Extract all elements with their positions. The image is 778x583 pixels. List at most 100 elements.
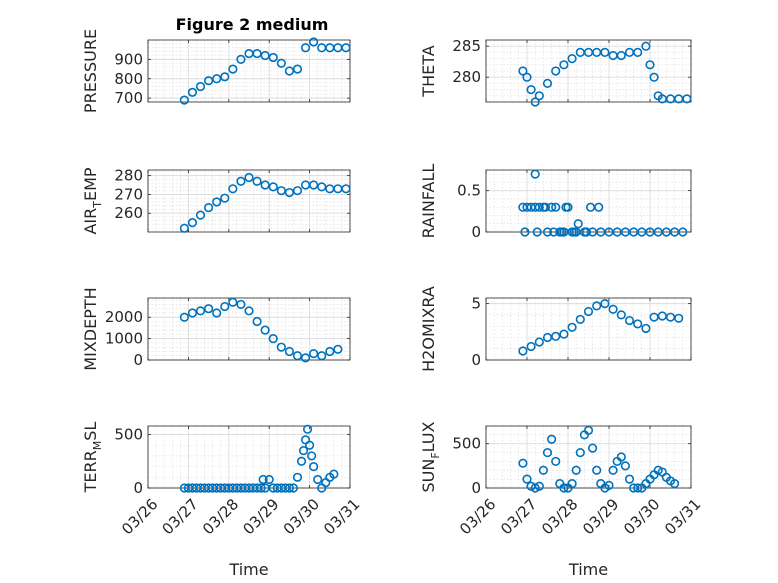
- y-tick-label: 0: [471, 479, 481, 497]
- y-tick-label: 0: [471, 351, 481, 369]
- data-point: [678, 227, 688, 237]
- y-tick-label: 280: [114, 167, 143, 185]
- data-point: [309, 37, 319, 47]
- data-point: [220, 72, 230, 82]
- y-axis-label: RAINFALL: [419, 164, 438, 239]
- data-point: [518, 346, 528, 356]
- data-point: [551, 456, 561, 467]
- data-point: [682, 94, 692, 104]
- y-axis-label: THETA: [419, 45, 438, 97]
- x-tick-label: 03/27: [497, 495, 540, 538]
- x-tick-label: 03/31: [320, 495, 363, 538]
- data-point: [300, 43, 311, 53]
- data-point: [284, 483, 295, 493]
- data-series: [518, 425, 680, 493]
- data-point: [518, 458, 528, 468]
- y-tick-label: 2000: [105, 308, 143, 326]
- data-point: [573, 219, 583, 229]
- data-point: [569, 227, 579, 237]
- data-point: [542, 227, 553, 237]
- x-axis-label: Time: [228, 560, 268, 579]
- data-point: [559, 483, 569, 493]
- y-tick-label: 900: [114, 50, 143, 68]
- data-point: [581, 227, 592, 237]
- plot-area: [486, 170, 691, 232]
- data-point: [288, 483, 299, 493]
- data-point: [268, 52, 278, 63]
- axes-box: [147, 39, 351, 103]
- plot-area: [148, 426, 350, 488]
- data-point: [252, 48, 262, 59]
- data-point: [268, 334, 278, 344]
- data-point: [284, 346, 295, 357]
- data-point: [530, 97, 540, 107]
- data-point: [600, 47, 610, 58]
- data-point: [228, 297, 238, 307]
- x-tick-label: 03/29: [239, 495, 282, 538]
- data-point: [616, 452, 626, 462]
- data-point: [212, 74, 222, 84]
- y-axis-label: H2OMIXRA: [419, 286, 438, 372]
- data-point: [620, 461, 631, 471]
- data-point: [252, 316, 262, 327]
- subplot-rainfall: 0 0.5 RAINFALL: [419, 164, 692, 241]
- data-point: [333, 344, 343, 354]
- data-point: [309, 348, 319, 359]
- data-point: [236, 299, 246, 310]
- data-point: [526, 84, 536, 95]
- data-point: [561, 202, 571, 212]
- data-point: [518, 66, 528, 76]
- y-tick-label: 1000: [105, 330, 143, 348]
- data-point: [534, 337, 544, 347]
- axes-box: [485, 39, 692, 103]
- data-point: [329, 469, 339, 479]
- data-point: [305, 440, 315, 450]
- x-tick-label: 03/28: [199, 495, 242, 538]
- data-point: [534, 202, 544, 212]
- data-point: [179, 223, 189, 233]
- x-axis-label: Time: [568, 560, 608, 579]
- data-point: [300, 353, 311, 363]
- data-series: [518, 41, 692, 107]
- data-series: [518, 299, 684, 356]
- data-point: [604, 480, 614, 490]
- data-point: [551, 202, 561, 212]
- data-point: [212, 197, 222, 207]
- data-point: [522, 72, 532, 82]
- data-point: [649, 72, 659, 82]
- data-point: [195, 306, 206, 316]
- data-point: [268, 182, 278, 192]
- data-point: [571, 465, 581, 475]
- y-tick-label: 0.5: [457, 182, 481, 200]
- data-point: [559, 60, 569, 70]
- data-point: [244, 306, 254, 316]
- data-point: [540, 202, 551, 212]
- data-point: [641, 323, 651, 334]
- data-point: [534, 91, 544, 101]
- data-point: [633, 319, 643, 329]
- data-point: [542, 78, 553, 88]
- data-point: [236, 54, 246, 64]
- data-point: [260, 50, 270, 61]
- data-point: [526, 341, 536, 352]
- data-point: [520, 227, 530, 237]
- data-series: [179, 424, 339, 493]
- data-point: [594, 202, 604, 212]
- data-point: [179, 312, 189, 322]
- data-point: [195, 81, 206, 92]
- y-tick-label: 280: [452, 68, 481, 86]
- data-point: [567, 322, 577, 332]
- data-point: [276, 58, 286, 68]
- data-point: [522, 474, 532, 484]
- data-point: [204, 304, 214, 314]
- data-point: [296, 456, 307, 466]
- x-tick-label: 03/26: [456, 495, 499, 538]
- data-point: [608, 465, 618, 475]
- data-point: [307, 451, 317, 461]
- data-point: [302, 424, 313, 434]
- data-point: [567, 53, 577, 64]
- data-point: [530, 169, 540, 179]
